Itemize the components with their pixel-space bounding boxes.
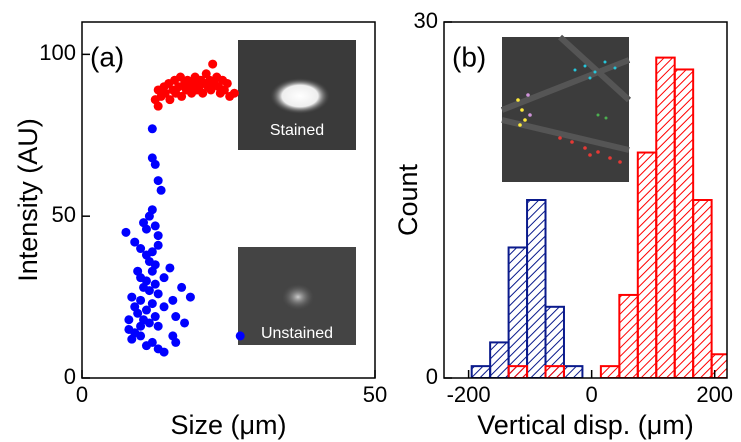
point	[147, 124, 157, 134]
point	[168, 295, 178, 305]
point	[185, 292, 195, 302]
panel-label: (b)	[452, 41, 486, 72]
y-tick-label: 0	[426, 364, 438, 389]
point	[150, 159, 160, 169]
x-tick-label: 0	[76, 382, 88, 407]
bar	[599, 365, 621, 378]
y-axis-label: Count	[393, 163, 423, 236]
bar	[507, 246, 529, 378]
bar	[526, 199, 547, 378]
x-tick-label: 50	[363, 382, 387, 407]
panel-label: (a)	[90, 41, 124, 72]
point	[147, 337, 157, 347]
point	[153, 101, 163, 111]
x-axis-label: Vertical disp. (μm)	[477, 410, 694, 440]
bars	[470, 56, 727, 378]
point	[136, 331, 146, 341]
point	[153, 231, 163, 241]
point	[153, 240, 163, 250]
point	[235, 331, 245, 341]
point	[156, 185, 166, 195]
point	[177, 282, 187, 292]
point	[165, 263, 175, 273]
point	[159, 302, 169, 312]
point	[133, 308, 143, 318]
point	[144, 318, 154, 328]
y-tick-label: 30	[414, 8, 438, 33]
point	[147, 266, 157, 276]
bar	[489, 341, 510, 378]
point	[171, 337, 181, 347]
point	[150, 221, 160, 231]
y-tick-label: 0	[64, 364, 76, 389]
point	[147, 247, 157, 257]
point	[141, 305, 151, 315]
point	[124, 315, 134, 325]
point	[136, 321, 146, 331]
bar	[507, 365, 529, 378]
bar	[655, 56, 676, 378]
point	[147, 205, 157, 215]
point	[180, 318, 190, 328]
point	[141, 276, 151, 286]
point	[150, 312, 160, 322]
point	[160, 88, 170, 98]
inset-blob	[270, 78, 330, 114]
point	[150, 279, 160, 289]
plot-frame	[443, 21, 728, 379]
point	[165, 95, 175, 105]
point	[177, 91, 187, 101]
point	[141, 224, 151, 234]
point	[229, 88, 239, 98]
y-tick-label: 100	[39, 40, 76, 65]
point	[208, 59, 218, 69]
inset-image	[500, 34, 632, 182]
point	[153, 176, 163, 186]
point	[171, 312, 181, 322]
x-tick-label: 0	[586, 382, 598, 407]
bar	[562, 365, 584, 378]
bar	[618, 293, 639, 378]
bar	[544, 365, 565, 378]
point	[144, 286, 154, 296]
y-axis-label: Intensity (AU)	[13, 118, 43, 282]
point	[222, 78, 232, 88]
point	[136, 244, 146, 254]
bar	[692, 199, 713, 378]
inset-blob	[282, 284, 314, 310]
plot-frame	[81, 21, 376, 379]
point	[136, 295, 146, 305]
point	[147, 299, 157, 309]
point	[130, 237, 140, 247]
bar	[673, 68, 695, 378]
point	[159, 273, 169, 283]
x-tick-label: 200	[696, 382, 733, 407]
x-axis-label: Size (μm)	[170, 410, 286, 440]
bar	[636, 151, 658, 378]
point	[175, 72, 185, 82]
point	[153, 321, 163, 331]
point	[153, 289, 163, 299]
x-tick-label: -200	[447, 382, 491, 407]
y-tick-label: 50	[52, 202, 76, 227]
point	[121, 227, 131, 237]
inset-label: Stained	[270, 122, 324, 139]
inset-label: Unstained	[261, 325, 333, 342]
point	[159, 347, 169, 357]
point	[127, 292, 137, 302]
bar	[470, 365, 492, 378]
point	[198, 88, 208, 98]
